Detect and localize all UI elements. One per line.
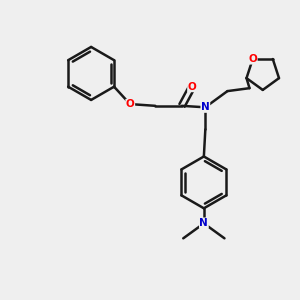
Text: N: N: [200, 218, 208, 228]
Text: O: O: [188, 82, 197, 92]
Text: O: O: [126, 99, 135, 110]
Text: N: N: [201, 102, 210, 112]
Text: O: O: [248, 54, 257, 64]
